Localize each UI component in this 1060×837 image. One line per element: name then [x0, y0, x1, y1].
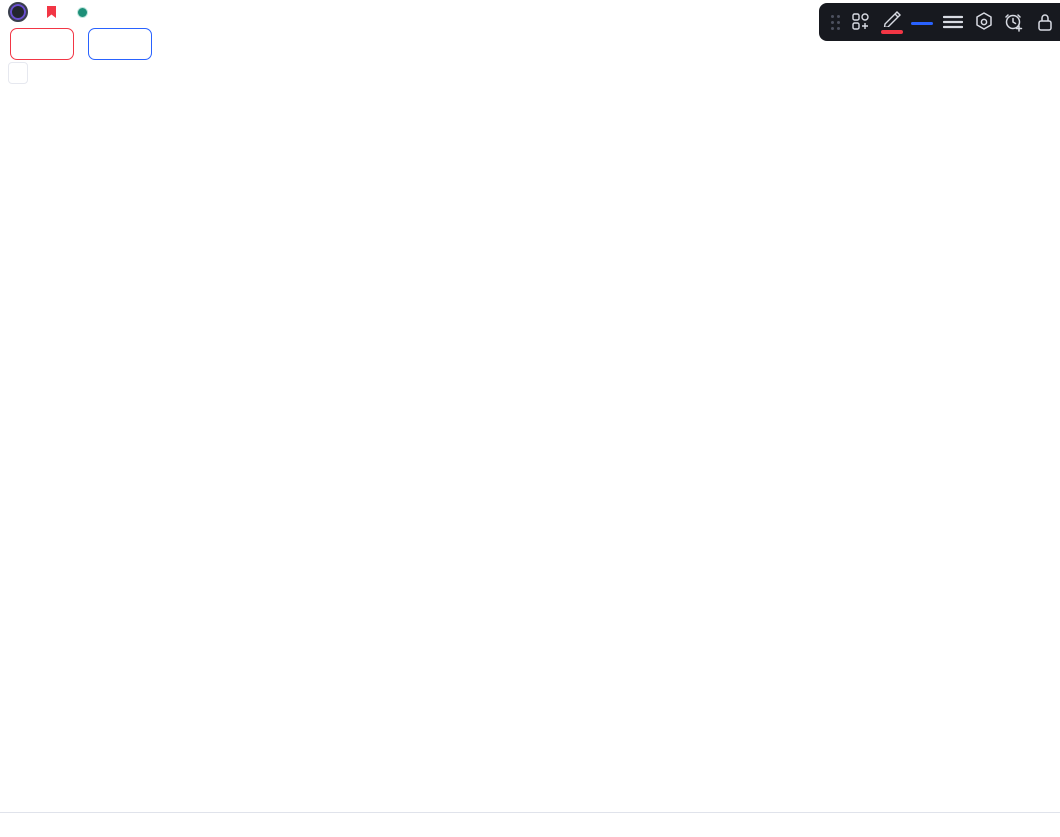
settings-button[interactable]: [968, 5, 999, 39]
lock-icon: [1038, 14, 1052, 31]
draw-color-bar: [880, 30, 903, 34]
lock-button[interactable]: [1029, 5, 1060, 39]
draw-tool-button[interactable]: [877, 5, 908, 39]
indicator-templates-button[interactable]: [846, 5, 877, 39]
collapse-indicators-button[interactable]: [8, 62, 28, 84]
menu-button[interactable]: [938, 5, 969, 39]
pencil-icon: [883, 11, 901, 28]
alert-button[interactable]: [999, 5, 1030, 39]
drag-handle-icon[interactable]: [831, 14, 840, 30]
text-tool-button[interactable]: [907, 5, 938, 39]
gear-icon: [975, 12, 992, 30]
sell-button[interactable]: [10, 28, 74, 60]
alarm-clock-plus-icon: [1005, 14, 1023, 32]
floating-toolbar: [819, 3, 1060, 41]
time-axis[interactable]: [0, 812, 1060, 837]
buy-button[interactable]: [88, 28, 152, 60]
order-panel: [10, 28, 152, 60]
widgets-icon: [852, 13, 869, 30]
hamburger-icon: [943, 15, 964, 29]
text-color-bar: [911, 21, 934, 26]
